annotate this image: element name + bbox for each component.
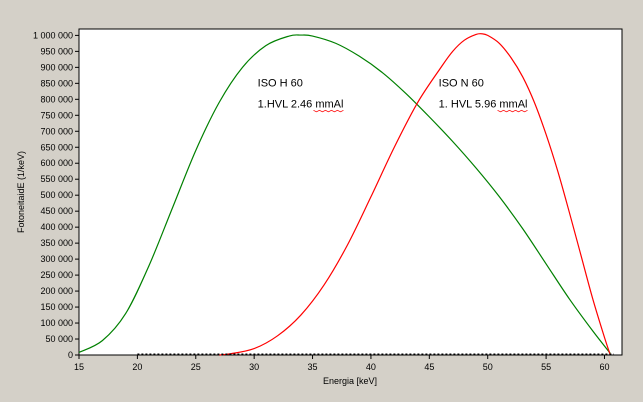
annotation-hvl-2: 1. HVL 5.96 mmAl: [439, 98, 528, 110]
y-tick-label: 300 000: [40, 254, 73, 264]
y-tick-label: 0: [68, 350, 73, 360]
y-tick-label: 350 000: [40, 238, 73, 248]
plot-area: [78, 28, 623, 356]
y-tick-label: 750 000: [40, 110, 73, 120]
x-tick-label: 55: [541, 362, 551, 372]
y-tick-label: 500 000: [40, 190, 73, 200]
spellcheck-underline: [313, 109, 344, 113]
annotation-hvl-1: 1.HVL 2.46 mmAl: [258, 98, 344, 110]
y-tick-label: 650 000: [40, 142, 73, 152]
y-tick-label: 600 000: [40, 158, 73, 168]
y-tick-label: 450 000: [40, 206, 73, 216]
y-tick-label: 200 000: [40, 286, 73, 296]
y-tick-label: 800 000: [40, 94, 73, 104]
x-tick-label: 60: [599, 362, 609, 372]
y-tick-label: 850 000: [40, 78, 73, 88]
y-tick-label: 950 000: [40, 46, 73, 56]
x-tick-label: 40: [366, 362, 376, 372]
annotation-title-2: ISO N 60: [439, 78, 484, 90]
y-tick-label: 250 000: [40, 270, 73, 280]
y-tick-label: 900 000: [40, 62, 73, 72]
series-line-1: [78, 34, 611, 354]
y-tick-label: 700 000: [40, 126, 73, 136]
spellcheck-underline: [497, 109, 528, 113]
y-tick-label: 100 000: [40, 318, 73, 328]
y-axis-title: FotoneitaidE (1/keV): [16, 151, 26, 233]
x-tick-label: 50: [483, 362, 493, 372]
annotation-title-1: ISO H 60: [258, 78, 303, 90]
y-tick-label: 50 000: [45, 334, 73, 344]
x-tick-label: 35: [308, 362, 318, 372]
x-tick-label: 45: [424, 362, 434, 372]
x-tick-label: 30: [249, 362, 259, 372]
y-tick-label: 550 000: [40, 174, 73, 184]
series-line-2: [219, 33, 611, 356]
x-tick-label: 15: [74, 362, 84, 372]
y-tick-label: 150 000: [40, 302, 73, 312]
x-tick-label: 20: [132, 362, 142, 372]
y-tick-label: 1 000 000: [33, 30, 73, 40]
x-tick-label: 25: [191, 362, 201, 372]
x-axis-title: Energia [keV]: [323, 376, 377, 386]
y-tick-label: 400 000: [40, 222, 73, 232]
